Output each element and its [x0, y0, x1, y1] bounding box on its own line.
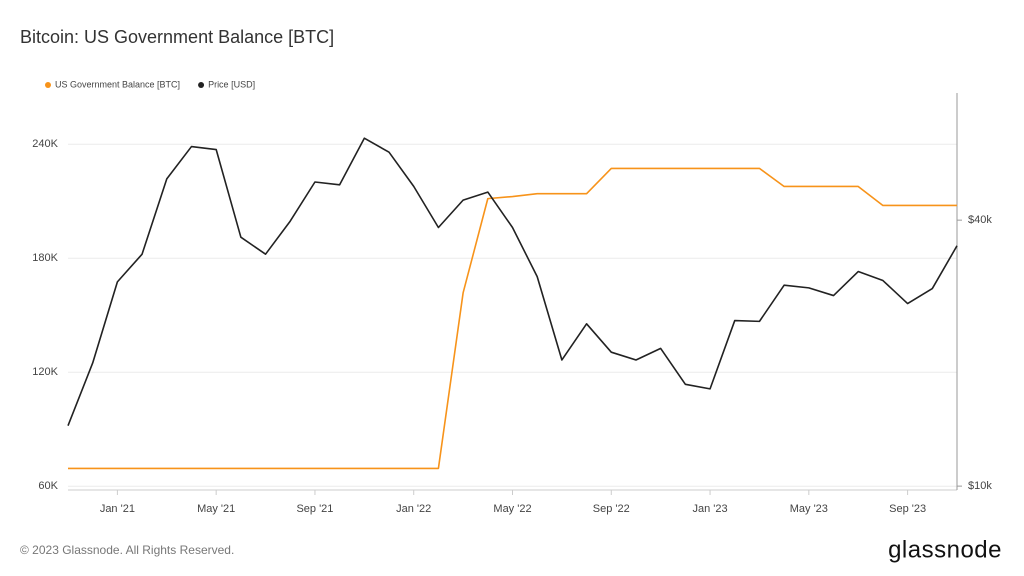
x-tick-label: Jan '22: [396, 503, 431, 515]
copyright: © 2023 Glassnode. All Rights Reserved.: [20, 543, 234, 557]
y-tick-label: 240K: [32, 138, 58, 150]
legend-label: US Government Balance [BTC]: [55, 79, 180, 89]
x-tick-label: Sep '22: [593, 503, 630, 515]
x-tick-label: May '21: [197, 503, 235, 515]
legend-marker: [45, 82, 51, 88]
logo: glassnode: [888, 536, 1002, 563]
y-tick-label: 180K: [32, 252, 58, 264]
legend-label: Price [USD]: [208, 79, 255, 89]
legend-marker: [198, 82, 205, 88]
y2-tick-label: $40k: [968, 214, 992, 226]
x-tick-label: May '23: [790, 503, 828, 515]
chart-title: Bitcoin: US Government Balance [BTC]: [20, 27, 334, 47]
x-tick-label: Sep '21: [296, 503, 333, 515]
y-tick-label: 60K: [38, 480, 58, 492]
series-line: [68, 167, 957, 470]
x-tick-label: Jan '23: [692, 503, 727, 515]
y2-tick-label: $10k: [968, 480, 992, 492]
y-tick-label: 120K: [32, 366, 58, 378]
x-tick-label: Jan '21: [100, 503, 135, 515]
series-line: [67, 137, 958, 427]
x-tick-label: Sep '23: [889, 503, 926, 515]
x-tick-label: May '22: [493, 503, 531, 515]
